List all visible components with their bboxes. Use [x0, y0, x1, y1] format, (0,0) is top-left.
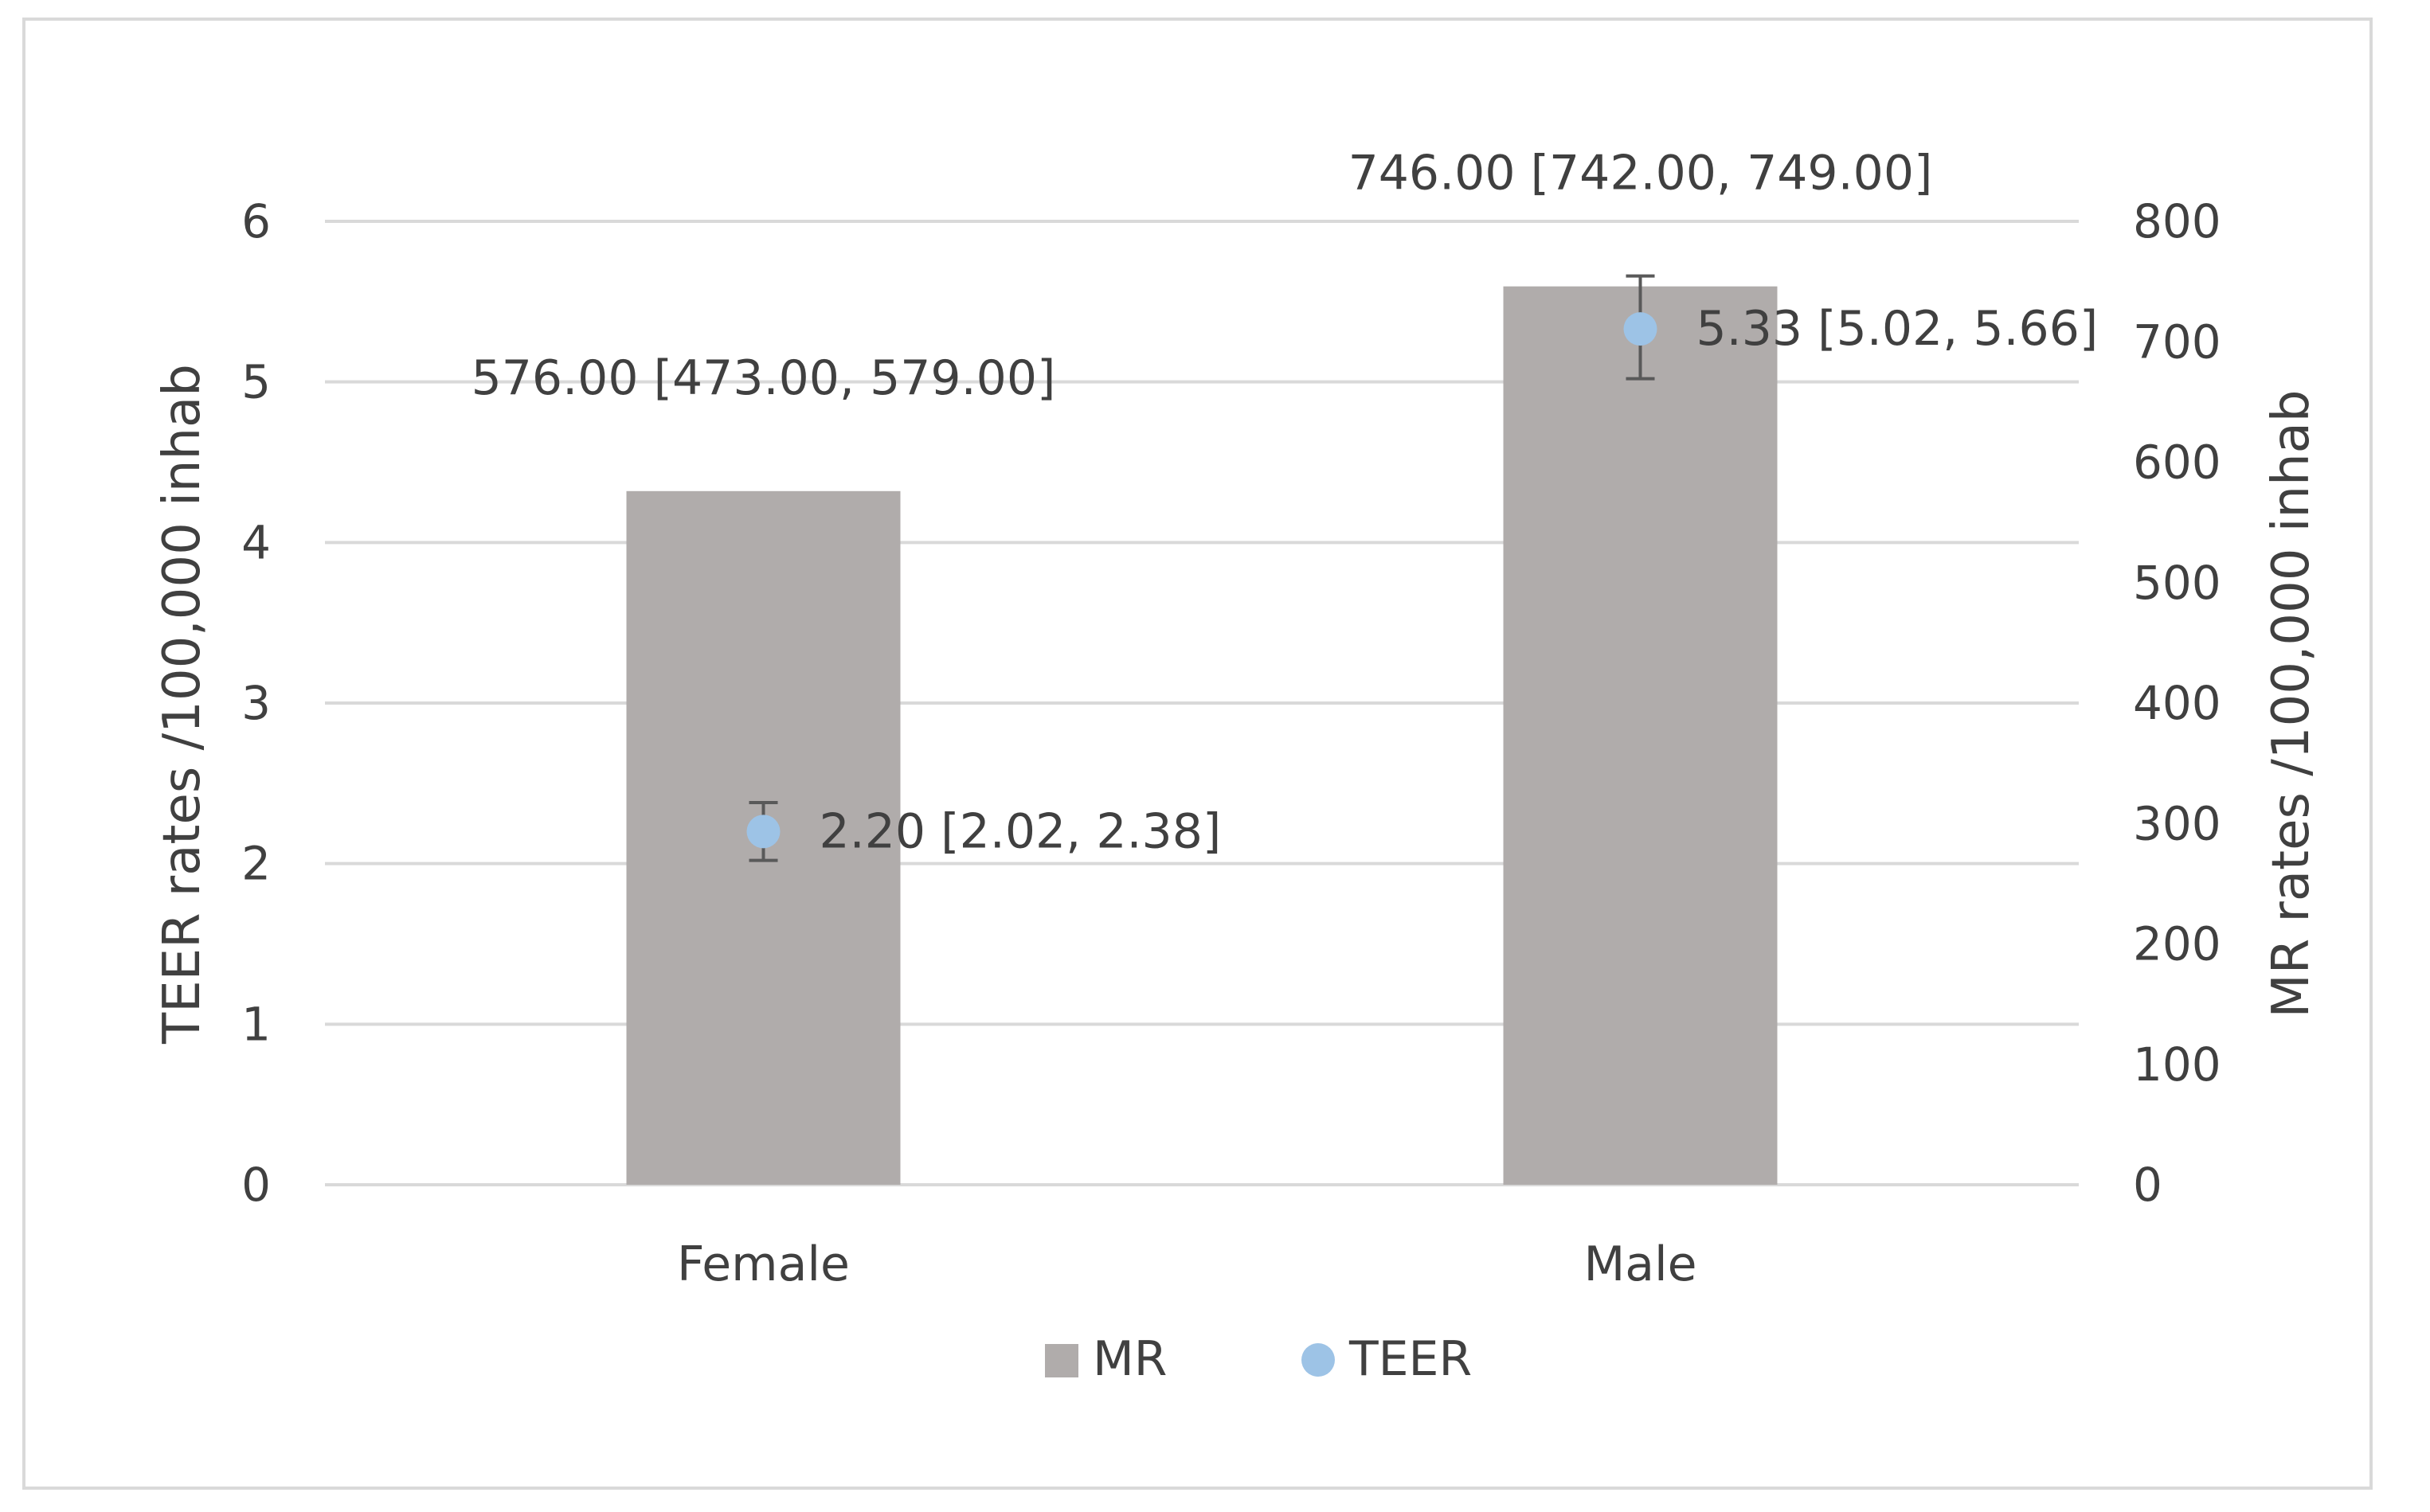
- y-right-axis-title: MR rates /100,000 inhab: [2262, 389, 2321, 1018]
- legend-swatch-teer: [1301, 1343, 1335, 1377]
- gridlines: [325, 220, 2079, 1186]
- y-right-tick-label: 0: [2133, 1158, 2162, 1212]
- y-left-tick-label: 3: [241, 676, 271, 730]
- marker-teer: [1623, 312, 1657, 346]
- data-label-mr: 576.00 [473.00, 579.00]: [472, 350, 1056, 406]
- y-left-tick-label: 0: [241, 1158, 271, 1212]
- bar-mr: [1503, 286, 1778, 1185]
- data-label-teer: 2.20 [2.02, 2.38]: [820, 803, 1222, 859]
- teer-markers: [746, 274, 1657, 862]
- y-right-tick-label: 200: [2133, 917, 2221, 971]
- y-left-tick-label: 2: [241, 837, 271, 891]
- y-right-tick-label: 300: [2133, 796, 2221, 850]
- data-label-mr: 746.00 [742.00, 749.00]: [1348, 146, 1933, 201]
- data-label-teer: 5.33 [5.02, 5.66]: [1696, 301, 2099, 357]
- y-right-tick-label: 500: [2133, 556, 2221, 610]
- y-left-tick-label: 1: [241, 997, 271, 1051]
- bars: [626, 286, 1778, 1185]
- y-right-tick-label: 100: [2133, 1037, 2221, 1092]
- labels: 0 1 2 3 4 5 6 0 100 200 300 400 500 600 700 800 576.00 […: [241, 146, 2221, 1292]
- legend: MR TEER: [1045, 1331, 1472, 1387]
- y-right-tick-label: 800: [2133, 194, 2221, 248]
- y-left-tick-label: 6: [241, 194, 271, 248]
- legend-swatch-mr: [1045, 1344, 1078, 1377]
- legend-label-mr: MR: [1093, 1331, 1167, 1387]
- y-right-tick-label: 700: [2133, 315, 2221, 369]
- y-right-tick-label: 600: [2133, 436, 2221, 490]
- y-left-tick-label: 5: [241, 355, 271, 409]
- chart-frame: [22, 18, 2373, 1490]
- marker-teer: [746, 815, 781, 849]
- y-right-tick-label: 400: [2133, 676, 2221, 730]
- category-label: Female: [677, 1237, 850, 1292]
- y-left-axis-title: TEER rates /100,000 inhab: [153, 364, 212, 1045]
- category-label: Male: [1583, 1237, 1696, 1292]
- y-left-tick-label: 4: [241, 515, 271, 569]
- legend-label-teer: TEER: [1348, 1331, 1472, 1387]
